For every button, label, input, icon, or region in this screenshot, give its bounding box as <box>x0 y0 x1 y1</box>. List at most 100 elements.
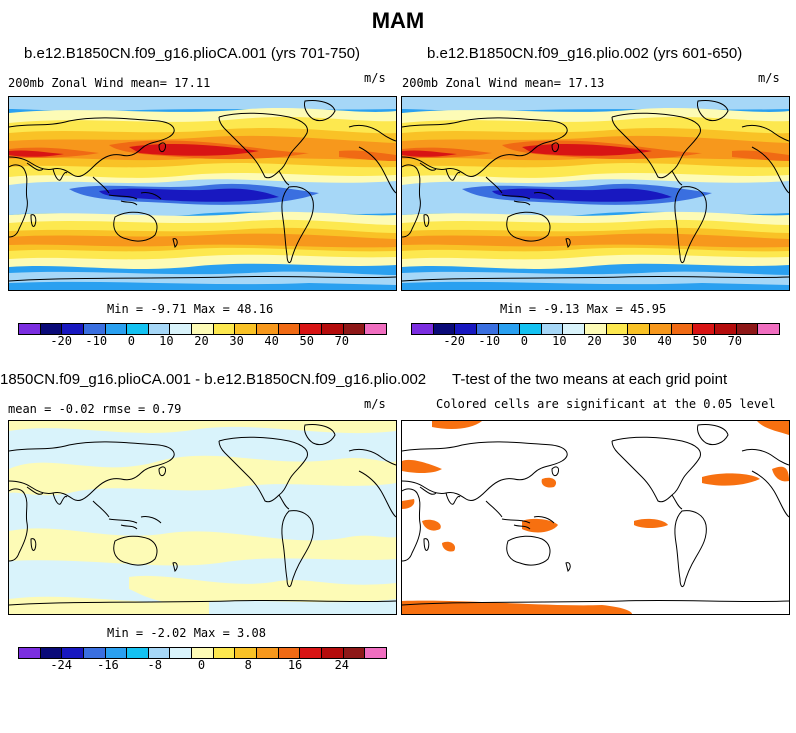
panel3-colorbar-ticks: -24 -16 -8 0 8 16 24 <box>18 658 387 674</box>
panel1-map-svg <box>9 97 396 290</box>
colorbar-cell <box>671 324 694 334</box>
colorbar-tick-label: -10 <box>85 334 108 348</box>
colorbar-cell <box>192 324 214 334</box>
colorbar-tick-label: -10 <box>478 334 501 348</box>
panel1-stats: Min = -9.71 Max = 48.16 <box>107 302 274 316</box>
colorbar-cell <box>300 324 322 334</box>
panel1-colorbar-ticks: -20 -10 0 10 20 30 40 50 70 <box>18 334 387 350</box>
panel2-map <box>401 96 790 291</box>
panel3-map <box>8 420 397 615</box>
colorbar-cell <box>105 324 128 334</box>
panel1-colorbar <box>18 323 387 335</box>
panel2-units: m/s <box>758 71 780 85</box>
colorbar-cell <box>365 324 386 334</box>
panel2-label: 200mb Zonal Wind mean= 17.13 <box>402 76 605 90</box>
colorbar-cell <box>235 324 258 334</box>
colorbar-tick-label: -20 <box>443 334 466 348</box>
colorbar-cell <box>62 324 84 334</box>
panel4-map <box>401 420 790 615</box>
panel4-label: Colored cells are significant at the 0.0… <box>436 397 776 411</box>
colorbar-tick-label: 50 <box>299 334 314 348</box>
panel3-stats: Min = -2.02 Max = 3.08 <box>107 626 266 640</box>
colorbar-cell <box>343 324 366 334</box>
panel3-map-svg <box>9 421 396 614</box>
panel3-title: 1850CN.f09_g16.plioCA.001 - b.e12.B1850C… <box>0 371 427 388</box>
panel1-map <box>8 96 397 291</box>
colorbar-cell <box>148 324 171 334</box>
colorbar-tick-label: 20 <box>194 334 209 348</box>
colorbar-tick-label: -16 <box>97 658 119 672</box>
colorbar-tick-label: 70 <box>727 334 743 348</box>
panel3-colorbar <box>18 647 387 659</box>
colorbar-cell <box>170 648 193 658</box>
colorbar-tick-label: -8 <box>147 658 162 672</box>
colorbar-cell <box>520 324 542 334</box>
colorbar-cell <box>541 324 564 334</box>
colorbar-cell <box>300 648 322 658</box>
panel2-map-svg <box>402 97 789 290</box>
colorbar-tick-label: 20 <box>587 334 602 348</box>
colorbar-cell <box>19 648 41 658</box>
colorbar-tick-label: -24 <box>50 658 73 672</box>
colorbar-cell <box>365 648 386 658</box>
colorbar-cell <box>585 324 607 334</box>
colorbar-cell <box>476 324 499 334</box>
colorbar-tick-label: 0 <box>520 334 528 348</box>
panel4-map-svg <box>402 421 789 614</box>
colorbar-tick-label: -20 <box>50 334 73 348</box>
colorbar-cell <box>257 324 279 334</box>
colorbar-cell <box>19 324 41 334</box>
colorbar-cell <box>321 324 344 334</box>
colorbar-cell <box>170 324 193 334</box>
colorbar-cell <box>606 324 629 334</box>
colorbar-tick-label: 16 <box>287 658 303 672</box>
panel1-label: 200mb Zonal Wind mean= 17.11 <box>8 76 211 90</box>
colorbar-cell <box>83 324 106 334</box>
colorbar-cell <box>257 648 279 658</box>
colorbar-cell <box>105 648 128 658</box>
panel2-colorbar-ticks: -20 -10 0 10 20 30 40 50 70 <box>411 334 780 350</box>
colorbar-cell <box>650 324 672 334</box>
colorbar-cell <box>758 324 779 334</box>
colorbar-cell <box>127 324 149 334</box>
colorbar-tick-label: 10 <box>159 334 174 348</box>
colorbar-tick-label: 50 <box>692 334 707 348</box>
colorbar-cell <box>412 324 434 334</box>
panel2-colorbar <box>411 323 780 335</box>
colorbar-tick-label: 70 <box>334 334 350 348</box>
colorbar-cell <box>278 324 301 334</box>
colorbar-cell <box>127 648 149 658</box>
colorbar-tick-label: 0 <box>197 658 206 672</box>
panel3-units: m/s <box>364 397 386 411</box>
colorbar-cell <box>736 324 759 334</box>
panel4-title: T-test of the two means at each grid poi… <box>452 371 728 388</box>
panel1-title: b.e12.B1850CN.f09_g16.plioCA.001 (yrs 70… <box>24 45 361 62</box>
colorbar-cell <box>278 648 301 658</box>
colorbar-cell <box>498 324 521 334</box>
colorbar-cell <box>455 324 477 334</box>
colorbar-cell <box>433 324 456 334</box>
colorbar-cell <box>40 324 63 334</box>
colorbar-cell <box>321 648 344 658</box>
colorbar-tick-label: 40 <box>264 334 279 348</box>
panel3-label: mean = -0.02 rmse = 0.79 <box>8 402 182 416</box>
colorbar-cell <box>83 648 106 658</box>
panel1-units: m/s <box>364 71 386 85</box>
colorbar-cell <box>148 648 171 658</box>
panel2-stats: Min = -9.13 Max = 45.95 <box>500 302 667 316</box>
colorbar-cell <box>693 324 715 334</box>
colorbar-tick-label: 0 <box>127 334 135 348</box>
colorbar-cell <box>714 324 737 334</box>
colorbar-tick-label: 10 <box>552 334 567 348</box>
colorbar-cell <box>235 648 258 658</box>
colorbar-cell <box>192 648 214 658</box>
colorbar-cell <box>40 648 63 658</box>
colorbar-cell <box>628 324 651 334</box>
colorbar-cell <box>213 324 236 334</box>
colorbar-tick-label: 40 <box>657 334 672 348</box>
colorbar-cell <box>62 648 84 658</box>
figure-title: MAM <box>371 8 425 33</box>
colorbar-tick-label: 24 <box>334 658 350 672</box>
colorbar-tick-label: 8 <box>244 658 252 672</box>
colorbar-cell <box>213 648 236 658</box>
